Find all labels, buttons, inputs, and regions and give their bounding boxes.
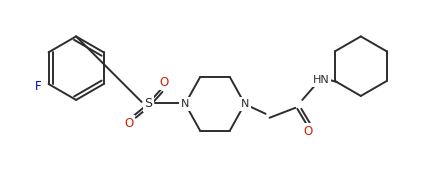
Text: HN: HN [313, 75, 330, 85]
Text: N: N [181, 99, 190, 109]
Text: S: S [144, 97, 153, 110]
Text: N: N [241, 99, 249, 109]
Text: O: O [304, 125, 313, 138]
Text: O: O [160, 76, 169, 89]
Text: F: F [35, 80, 42, 93]
Text: O: O [124, 117, 133, 130]
